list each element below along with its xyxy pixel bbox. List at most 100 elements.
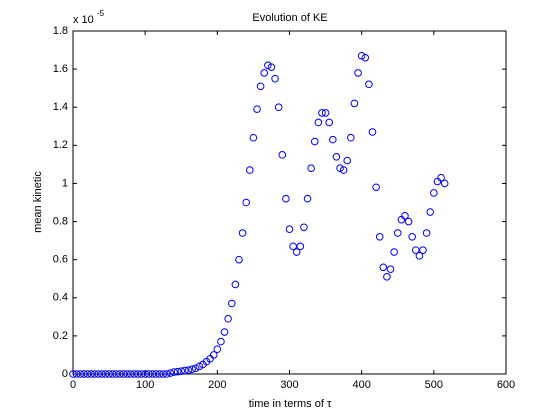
data-point bbox=[332, 152, 341, 161]
data-point bbox=[390, 248, 398, 256]
data-point bbox=[411, 246, 420, 254]
y-tick-label: 0 bbox=[62, 368, 68, 380]
data-point bbox=[282, 194, 290, 203]
y-tick-label: 0.4 bbox=[53, 292, 68, 304]
data-point bbox=[112, 370, 121, 378]
data-point bbox=[264, 61, 272, 70]
data-point bbox=[401, 212, 409, 220]
data-point bbox=[231, 280, 240, 289]
data-point bbox=[343, 156, 352, 165]
data-point bbox=[188, 365, 196, 374]
y-tick-label: 1.2 bbox=[53, 139, 68, 151]
data-point bbox=[437, 173, 445, 182]
data-point bbox=[163, 370, 171, 378]
data-point bbox=[184, 366, 193, 374]
data-point bbox=[430, 189, 438, 197]
data-point bbox=[433, 177, 442, 186]
data-point bbox=[137, 370, 146, 378]
data-point bbox=[404, 217, 413, 226]
data-point bbox=[296, 242, 305, 251]
data-point bbox=[314, 118, 323, 127]
data-point bbox=[213, 345, 222, 354]
data-point bbox=[220, 328, 229, 336]
data-point bbox=[98, 370, 106, 378]
data-point bbox=[155, 370, 164, 378]
y-tick-label: 1.4 bbox=[53, 101, 68, 113]
y-tick-label: 1.8 bbox=[53, 25, 68, 37]
data-point bbox=[119, 370, 128, 378]
data-point bbox=[80, 370, 88, 378]
x-tick-label: 600 bbox=[497, 379, 515, 391]
data-point bbox=[105, 370, 113, 378]
y-scale-exponent: -5 bbox=[97, 9, 105, 18]
data-point bbox=[173, 367, 182, 376]
data-point bbox=[426, 208, 435, 216]
data-point bbox=[350, 99, 359, 108]
data-point bbox=[347, 133, 355, 142]
data-point bbox=[285, 225, 294, 233]
x-tick-label: 500 bbox=[425, 379, 443, 391]
data-point bbox=[227, 299, 236, 308]
x-axis-label: time in terms of τ bbox=[249, 398, 332, 410]
data-point bbox=[267, 63, 276, 72]
data-point bbox=[191, 364, 200, 373]
data-point bbox=[361, 53, 370, 62]
data-point bbox=[419, 246, 427, 254]
data-point bbox=[379, 263, 388, 272]
data-point bbox=[170, 368, 178, 376]
data-point bbox=[397, 215, 406, 224]
data-point bbox=[300, 223, 308, 232]
data-point bbox=[274, 103, 283, 112]
data-point bbox=[90, 370, 99, 378]
data-point bbox=[318, 109, 326, 117]
data-point bbox=[126, 370, 135, 378]
data-point bbox=[144, 370, 153, 378]
x-tick-label: 0 bbox=[70, 379, 76, 391]
data-point bbox=[271, 74, 279, 83]
y-tick-label: 0.8 bbox=[53, 215, 68, 227]
data-point bbox=[375, 233, 384, 241]
data-point bbox=[159, 370, 168, 378]
data-point bbox=[235, 255, 243, 264]
data-point bbox=[422, 229, 431, 237]
data-point bbox=[408, 233, 416, 241]
data-point bbox=[123, 370, 131, 378]
data-point bbox=[69, 370, 77, 378]
data-point bbox=[224, 314, 232, 323]
data-point bbox=[354, 69, 362, 77]
data-point bbox=[242, 198, 250, 207]
data-point bbox=[253, 105, 261, 113]
data-point bbox=[152, 370, 160, 378]
data-point bbox=[166, 369, 175, 377]
data-point bbox=[278, 151, 287, 159]
y-tick-label: 1 bbox=[62, 177, 68, 189]
chart-title: Evolution of KE bbox=[252, 12, 327, 24]
data-point bbox=[307, 164, 315, 172]
data-point bbox=[76, 370, 85, 378]
data-point bbox=[116, 370, 124, 378]
data-point bbox=[260, 69, 269, 77]
x-tick-label: 200 bbox=[208, 379, 226, 391]
data-point bbox=[130, 370, 139, 378]
data-point bbox=[249, 133, 258, 142]
data-point bbox=[134, 370, 142, 378]
data-point bbox=[372, 183, 380, 192]
data-point bbox=[238, 229, 247, 237]
data-point bbox=[303, 194, 312, 203]
data-point bbox=[386, 265, 395, 273]
data-point bbox=[289, 242, 297, 251]
x-tick-label: 300 bbox=[280, 379, 298, 391]
data-point bbox=[246, 166, 254, 174]
data-point bbox=[339, 166, 348, 174]
plot-area bbox=[72, 30, 507, 375]
data-point bbox=[83, 370, 92, 378]
data-point bbox=[195, 362, 204, 371]
data-point bbox=[393, 229, 402, 237]
data-point bbox=[72, 370, 81, 378]
data-point bbox=[365, 80, 373, 89]
data-point bbox=[329, 135, 337, 144]
data-point bbox=[217, 337, 225, 346]
y-tick-label: 0.2 bbox=[53, 330, 68, 342]
